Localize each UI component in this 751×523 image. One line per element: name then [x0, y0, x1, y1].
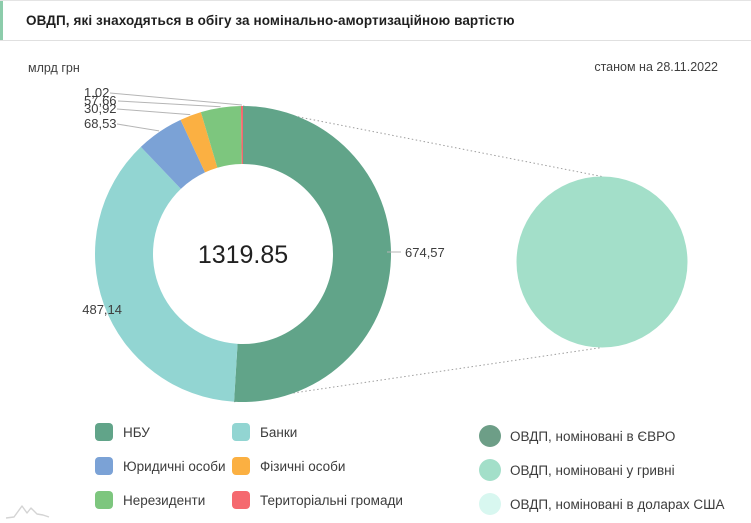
- label-leader-line: [116, 108, 191, 116]
- legend-label: ОВДП, номіновані в доларах США: [510, 496, 725, 512]
- donut-total-label: 1319.85: [198, 241, 288, 269]
- donut-slice-2[interactable]: [140, 119, 206, 189]
- donut-slice-5[interactable]: [240, 106, 243, 165]
- legend-swatch: [95, 457, 113, 475]
- legend-label: Територіальні громади: [260, 492, 403, 508]
- donut-slice-0[interactable]: [234, 105, 392, 402]
- legend-label: ОВДП, номіновані у гривні: [510, 462, 675, 478]
- legend-label: ОВДП, номіновані в ЄВРО: [510, 428, 676, 444]
- legend-label: НБУ: [123, 424, 150, 440]
- slice-value-label: 57,66: [84, 93, 117, 108]
- legend-label: Фізичні особи: [260, 458, 346, 474]
- legend-label: Нерезиденти: [123, 492, 206, 508]
- legend-swatch: [479, 459, 501, 481]
- legend-swatch: [95, 491, 113, 509]
- legend-item-euro[interactable]: ОВДП, номіновані в ЄВРО: [479, 425, 725, 447]
- legend-item-banks[interactable]: Банки: [232, 423, 403, 441]
- donut-slice-1[interactable]: [95, 146, 238, 402]
- legend-swatch: [232, 457, 250, 475]
- legend-item-hryvnia[interactable]: ОВДП, номіновані у гривні: [479, 459, 725, 481]
- legend-label: Юридичні особи: [123, 458, 226, 474]
- label-leader-line: [117, 100, 221, 108]
- donut-slice-4[interactable]: [200, 106, 242, 168]
- slice-value-label: 674,57: [405, 245, 445, 260]
- legend-swatch: [479, 425, 501, 447]
- legend-item-usd[interactable]: ОВДП, номіновані в доларах США: [479, 493, 725, 515]
- slice-value-label: 30,92: [84, 101, 117, 116]
- slice-value-label: 68,53: [84, 116, 117, 131]
- label-leader-line: [116, 123, 160, 132]
- unit-label: млрд грн: [28, 61, 80, 75]
- title-bar: ОВДП, які знаходяться в обігу за номінал…: [0, 0, 751, 41]
- legend-item-legal-entities[interactable]: Юридичні особи: [95, 457, 232, 475]
- breakdown-circle[interactable]: [516, 176, 688, 348]
- breakdown-connector-line: [242, 105, 603, 177]
- legend-swatch: [232, 491, 250, 509]
- legend-item-territorial-communities[interactable]: Територіальні громади: [232, 491, 403, 509]
- chart-title: ОВДП, які знаходяться в обігу за номінал…: [26, 13, 515, 28]
- legend-item-individuals[interactable]: Фізичні особи: [232, 457, 403, 475]
- legend-label: Банки: [260, 424, 298, 440]
- slice-value-label: 487,14: [82, 302, 122, 317]
- donut-slice-3[interactable]: [180, 112, 218, 173]
- legend-swatch: [95, 423, 113, 441]
- label-leader-line: [109, 92, 243, 106]
- title-accent-bar: [0, 1, 3, 40]
- legend-swatch: [232, 423, 250, 441]
- legend-swatch: [479, 493, 501, 515]
- logo-mountains-icon: [5, 505, 50, 519]
- legend-item-nbu[interactable]: НБУ: [95, 423, 232, 441]
- legend-item-nonresidents[interactable]: Нерезиденти: [95, 491, 232, 509]
- slice-value-label: 1,02: [84, 85, 109, 100]
- legend-currency: ОВДП, номіновані в ЄВРО ОВДП, номіновані…: [479, 425, 725, 515]
- as-of-date-label: станом на 28.11.2022: [594, 60, 718, 74]
- legend-holders: НБУ Банки Юридичні особи Фізичні особи Н…: [95, 423, 403, 509]
